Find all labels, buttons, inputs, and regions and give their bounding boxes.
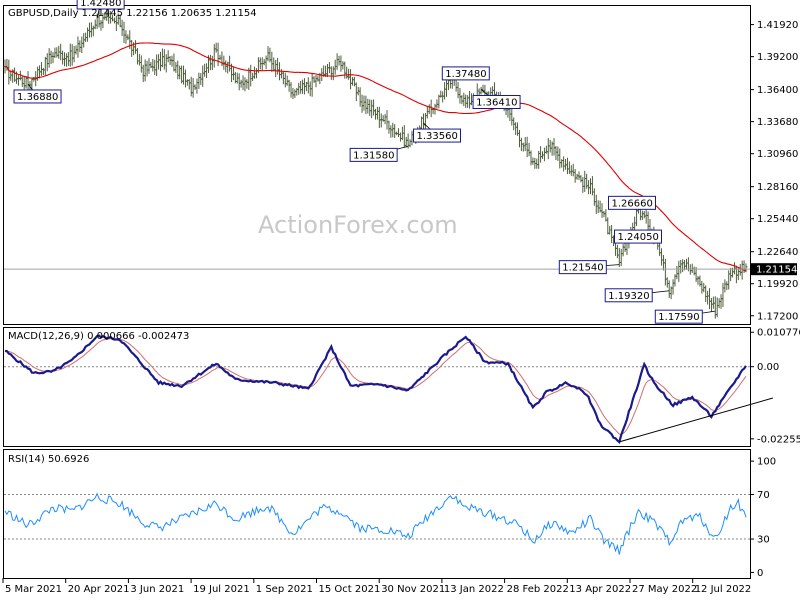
price-y-tick-label: 1.17200 [757,311,798,322]
x-tick-label: 12 Jul 2022 [695,584,752,595]
watermark: ActionForex.com [258,211,458,239]
macd-y-tick-label: 0.010776 [757,328,800,339]
callout-label: 1.17590 [658,312,699,323]
current-price-badge [751,263,797,276]
x-tick-label: 30 Nov 2021 [381,584,445,595]
rsi-y-tick-label: 100 [757,457,776,468]
callout-box [604,288,653,303]
callout-label: 1.21540 [562,263,603,274]
macd-y-tick-label: -0.022559 [757,434,800,445]
callout-label: 1.26660 [611,198,652,209]
current-price-label: 1.21154 [756,265,797,276]
callout-box [613,229,662,244]
x-tick-label: 28 Feb 2022 [507,584,569,595]
price-y-tick-label: 1.41920 [757,20,798,31]
callout-box [654,309,703,324]
callout-box [472,95,521,110]
axes: 1.41920 1.39200 1.36400 1.33680 1.30960 1.281… [2,20,800,595]
rsi-y-tick-label: 30 [757,535,770,546]
callout-box [607,195,656,210]
callout-label: 1.33560 [416,131,457,142]
price-callouts: 1.42480 1.36880 1.37480 1.36410 1.33560 1.315… [13,0,716,324]
callout-box [349,147,398,162]
x-tick-label: 5 Mar 2021 [5,584,62,595]
callout-label: 1.36410 [476,98,517,109]
price-y-tick-label: 1.33680 [757,117,798,128]
rsi-panel-frame [3,449,751,579]
x-tick-label: 3 Jun 2021 [130,584,184,595]
price-y-tick-label: 1.25440 [757,214,798,225]
macd-series [4,334,774,445]
price-y-tick-label: 1.30960 [757,149,798,160]
callout-label: 1.19320 [608,291,649,302]
macd-panel-frame [3,327,751,447]
price-y-tick-label: 1.22640 [757,247,798,258]
rsi-header: RSI(14) 50.6926 [8,454,89,465]
callout-label: 1.42480 [80,0,121,9]
callout-box [441,66,490,81]
price-y-tick-label: 1.36400 [757,85,798,96]
price-y-tick-label: 1.39200 [757,52,798,63]
x-tick-label: 27 May 2022 [632,584,697,595]
callout-box [558,260,607,275]
x-tick-label: 19 Jul 2021 [193,584,250,595]
rsi-series [4,492,750,555]
price-header: GBPUSD,Daily 1.21445 1.22156 1.20635 1.2… [8,8,257,19]
x-tick-label: 20 Apr 2021 [68,584,130,595]
macd-line [4,334,747,445]
moving-average-line [4,42,747,272]
x-tick-label: 13 Jan 2022 [444,584,504,595]
callout-label: 1.36880 [17,92,58,103]
price-series [3,8,750,319]
x-tick-label: 1 Sep 2021 [256,584,313,595]
macd-signal-line [4,338,747,435]
price-y-tick-label: 1.19920 [757,279,798,290]
rsi-line [4,492,747,555]
callout-label: 1.37480 [445,69,486,80]
callout-label: 1.24050 [617,232,658,243]
price-panel-frame [3,5,751,325]
macd-header: MACD(12,26,9) 0.000666 -0.002473 [8,331,189,342]
macd-y-tick-label: 0.00 [757,362,779,373]
x-tick-label: 15 Oct 2021 [319,584,381,595]
callout-label: 1.31580 [353,150,394,161]
rsi-y-tick-label: 0 [757,568,763,579]
callout-box [76,0,125,10]
rsi-y-tick-label: 70 [757,490,770,501]
x-tick-label: 13 Apr 2022 [569,584,631,595]
callout-box [412,128,461,143]
macd-trendline [619,397,774,443]
callout-box [13,89,62,104]
price-y-tick-label: 1.28160 [757,182,798,193]
